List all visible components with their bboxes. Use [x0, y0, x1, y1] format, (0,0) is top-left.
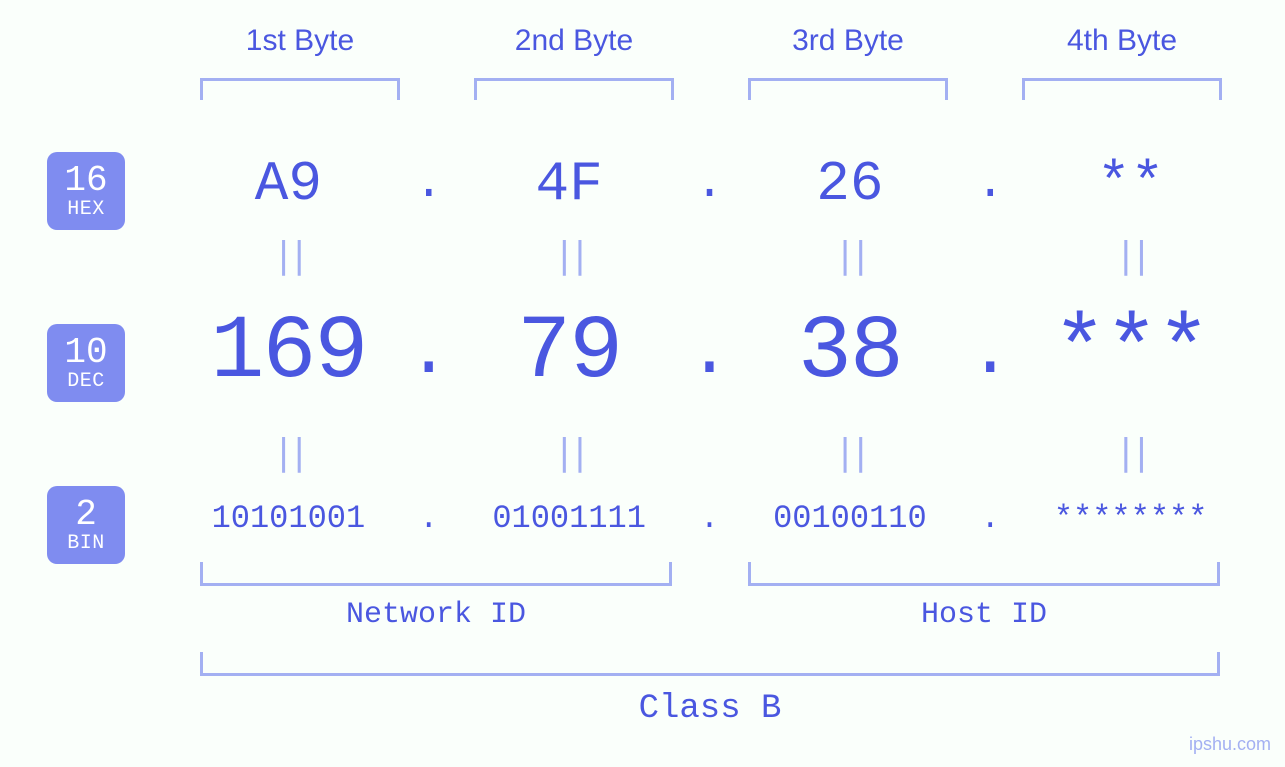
hex-byte-4: **	[1012, 152, 1249, 216]
bin-byte-4: ********	[1012, 500, 1249, 537]
dec-byte-4: ***	[1012, 302, 1249, 404]
hex-name: HEX	[67, 199, 105, 220]
equals-row-2: || || || ||	[170, 432, 1249, 473]
equals-row-1: || || || ||	[170, 235, 1249, 276]
bin-row: 10101001 . 01001111 . 00100110 . *******…	[170, 500, 1249, 537]
equals-icon: ||	[732, 235, 969, 276]
bin-base: 2	[75, 496, 97, 534]
byte-4-label: 4th Byte	[992, 24, 1252, 58]
equals-icon: ||	[1012, 432, 1249, 473]
byte-4-bracket-icon	[1022, 78, 1222, 100]
equals-icon: ||	[732, 432, 969, 473]
hex-byte-2: 4F	[451, 152, 688, 216]
byte-3-label: 3rd Byte	[718, 24, 978, 58]
hex-byte-1: A9	[170, 152, 407, 216]
ip-conversion-diagram: 1st Byte 2nd Byte 3rd Byte 4th Byte 16 H…	[0, 0, 1285, 767]
dot-icon: .	[407, 500, 451, 537]
dot-icon: .	[968, 500, 1012, 537]
network-id-label: Network ID	[200, 598, 672, 632]
equals-icon: ||	[1012, 235, 1249, 276]
hex-row: A9 . 4F . 26 . **	[170, 152, 1249, 216]
byte-2-bracket-icon	[474, 78, 674, 100]
byte-1-label: 1st Byte	[170, 24, 430, 58]
dec-badge: 10 DEC	[47, 324, 125, 402]
watermark: ipshu.com	[1189, 734, 1271, 755]
bin-byte-2: 01001111	[451, 500, 688, 537]
equals-icon: ||	[170, 235, 407, 276]
network-id-bracket-icon	[200, 562, 672, 586]
dot-icon: .	[688, 157, 732, 211]
dec-base: 10	[64, 334, 107, 372]
equals-icon: ||	[170, 432, 407, 473]
dec-byte-2: 79	[451, 302, 688, 404]
dot-icon: .	[407, 157, 451, 211]
bin-byte-1: 10101001	[170, 500, 407, 537]
dec-row: 169 . 79 . 38 . ***	[170, 302, 1249, 404]
dot-icon: .	[688, 312, 732, 394]
bin-badge: 2 BIN	[47, 486, 125, 564]
bin-byte-3: 00100110	[732, 500, 969, 537]
host-id-label: Host ID	[748, 598, 1220, 632]
hex-base: 16	[64, 162, 107, 200]
dot-icon: .	[968, 157, 1012, 211]
dot-icon: .	[968, 312, 1012, 394]
dot-icon: .	[688, 500, 732, 537]
byte-1-bracket-icon	[200, 78, 400, 100]
byte-2-label: 2nd Byte	[444, 24, 704, 58]
class-bracket-icon	[200, 652, 1220, 676]
byte-3-bracket-icon	[748, 78, 948, 100]
dec-name: DEC	[67, 371, 105, 392]
equals-icon: ||	[451, 432, 688, 473]
bin-name: BIN	[67, 533, 105, 554]
equals-icon: ||	[451, 235, 688, 276]
host-id-bracket-icon	[748, 562, 1220, 586]
hex-badge: 16 HEX	[47, 152, 125, 230]
dec-byte-1: 169	[170, 302, 407, 404]
dec-byte-3: 38	[732, 302, 969, 404]
hex-byte-3: 26	[732, 152, 969, 216]
class-label: Class B	[200, 690, 1220, 728]
dot-icon: .	[407, 312, 451, 394]
